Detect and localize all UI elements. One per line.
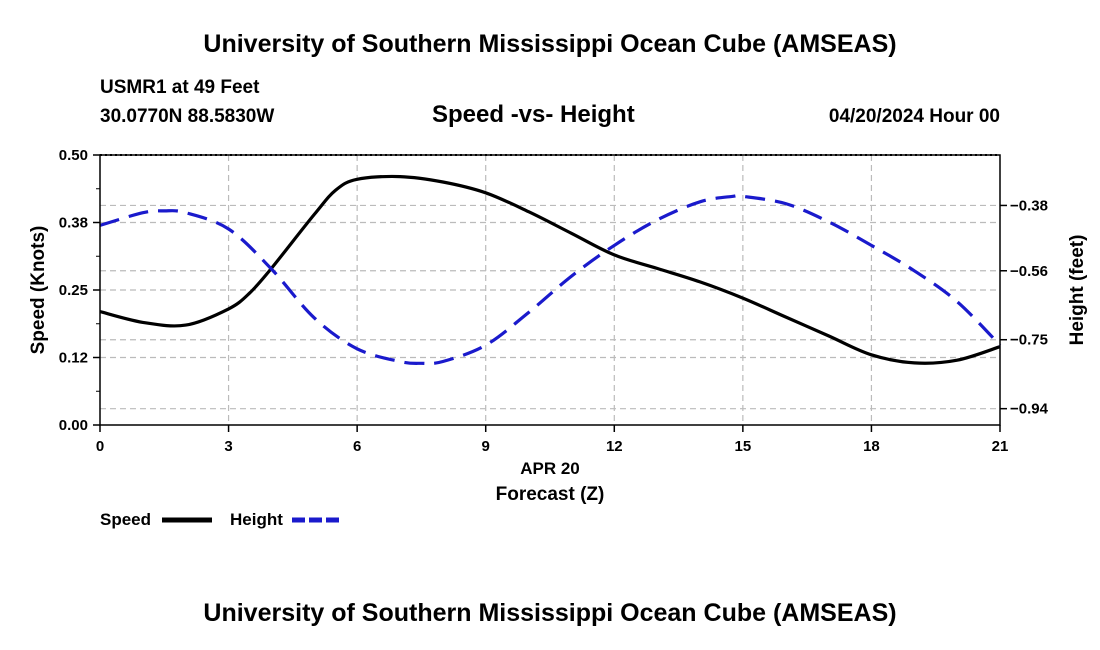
x-tick-label: 3 <box>224 438 232 455</box>
x-tick-label: 12 <box>606 438 623 455</box>
grid <box>100 155 1000 425</box>
y-axis-title: Speed (Knots) <box>28 226 49 355</box>
speed-height-chart: 0 3 6 9 12 15 18 21 0.00 0.12 0.25 0.38 0.50 −0.38 −0.… <box>28 147 1088 529</box>
y-tick-label: 0.50 <box>59 147 88 164</box>
y2-axis-title: Height (feet) <box>1067 235 1088 346</box>
axis-labels: 0 3 6 9 12 15 18 21 0.00 0.12 0.25 0.38 0.50 −0.38 −0.… <box>59 147 1049 455</box>
x-tick-label: 0 <box>96 438 104 455</box>
height-series-line <box>99 194 1002 366</box>
series-group <box>99 174 1002 366</box>
x-tick-label: 6 <box>353 438 361 455</box>
x-tick-label: 15 <box>735 438 752 455</box>
legend-height-label: Height <box>230 510 283 529</box>
y2-tick-label: −0.94 <box>1010 401 1049 418</box>
x-tick-label: 18 <box>863 438 880 455</box>
coordinates-label: 30.0770N 88.5830W <box>100 106 275 127</box>
y-tick-label: 0.25 <box>59 282 88 299</box>
chart-subtitle: Speed -vs- Height <box>432 101 635 128</box>
y-tick-label: 0.00 <box>59 417 88 434</box>
chart-title: University of Southern Mississippi Ocean… <box>203 30 897 58</box>
axis-ticks <box>93 154 1007 432</box>
station-label: USMR1 at 49 Feet <box>100 77 260 98</box>
footer-title: University of Southern Mississippi Ocean… <box>203 599 897 627</box>
x-axis-date: APR 20 <box>520 459 580 478</box>
speed-series-line <box>99 174 1001 365</box>
y2-tick-label: −0.38 <box>1010 197 1048 214</box>
legend: Speed Height <box>100 510 342 529</box>
y-tick-label: 0.12 <box>59 350 88 367</box>
y2-tick-label: −0.75 <box>1010 332 1048 349</box>
x-tick-label: 9 <box>482 438 490 455</box>
y-tick-label: 0.38 <box>59 215 88 232</box>
forecast-datetime: 04/20/2024 Hour 00 <box>828 106 1000 127</box>
x-tick-label: 21 <box>992 438 1009 455</box>
legend-speed-label: Speed <box>100 510 151 529</box>
y2-tick-label: −0.56 <box>1010 263 1048 280</box>
x-axis-title: Forecast (Z) <box>496 484 605 505</box>
